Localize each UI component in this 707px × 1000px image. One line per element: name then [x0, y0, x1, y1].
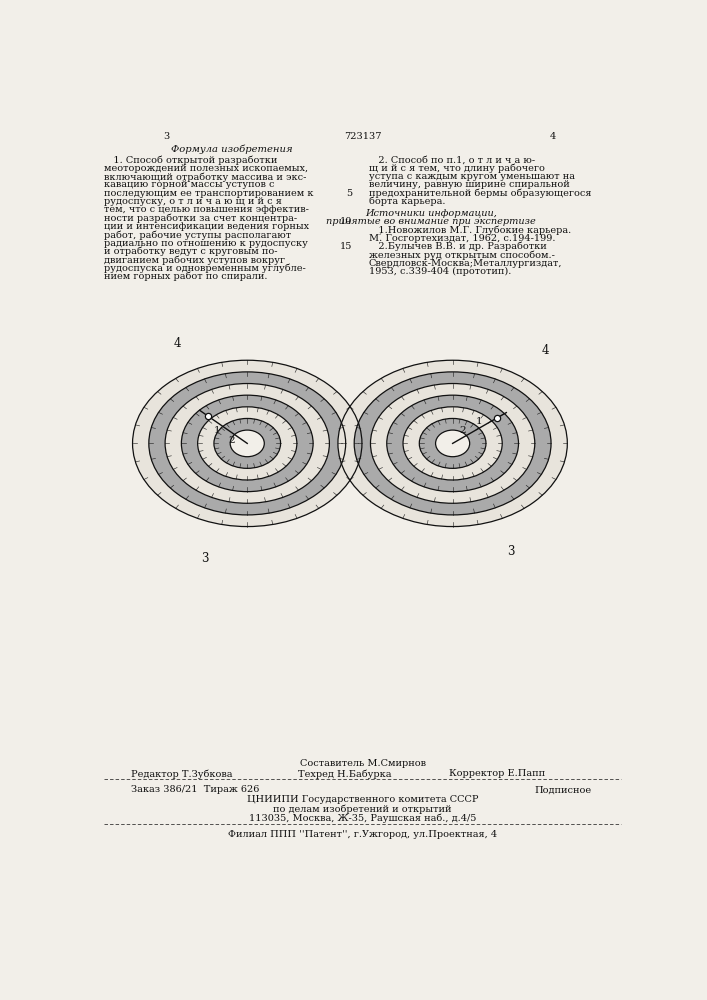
Text: 2: 2	[460, 426, 466, 435]
Text: 4: 4	[542, 344, 549, 358]
Polygon shape	[338, 360, 567, 527]
Text: 3: 3	[163, 132, 169, 141]
Polygon shape	[182, 395, 313, 492]
Text: Редактор Т.Зубкова: Редактор Т.Зубкова	[131, 769, 233, 779]
Text: 3: 3	[201, 552, 209, 565]
Text: по делам изобретений и открытий: по делам изобретений и открытий	[274, 805, 452, 814]
Text: меоторождений полезных ископаемых,: меоторождений полезных ископаемых,	[104, 164, 308, 173]
Text: радиально по отношению к рудоспуску: радиально по отношению к рудоспуску	[104, 239, 308, 248]
Text: ции и интенсификации ведения горных: ции и интенсификации ведения горных	[104, 222, 309, 231]
Text: Техред Н.Бабурка: Техред Н.Бабурка	[298, 769, 391, 779]
Text: 113035, Москва, Ж-35, Раушская наб., д.4/5: 113035, Москва, Ж-35, Раушская наб., д.4…	[249, 814, 477, 823]
Polygon shape	[149, 372, 346, 515]
Text: 15: 15	[339, 242, 352, 251]
Text: 723137: 723137	[344, 132, 382, 141]
Text: 1. Способ открытой разработки: 1. Способ открытой разработки	[104, 155, 277, 165]
Text: включающий отработку массива и экс-: включающий отработку массива и экс-	[104, 172, 306, 182]
Text: 2: 2	[228, 436, 235, 445]
Text: тем, что с целью повышения эффектив-: тем, что с целью повышения эффектив-	[104, 205, 309, 214]
Text: 5: 5	[346, 189, 352, 198]
Text: борта карьера.: борта карьера.	[369, 197, 445, 207]
Text: Источники информации,: Источники информации,	[365, 209, 497, 218]
Polygon shape	[403, 407, 502, 480]
Text: Составитель М.Смирнов: Составитель М.Смирнов	[300, 759, 426, 768]
Text: щ и й с я тем, что длину рабочего: щ и й с я тем, что длину рабочего	[369, 164, 545, 173]
Ellipse shape	[230, 430, 264, 457]
Text: ности разработки за счет концентра-: ности разработки за счет концентра-	[104, 214, 297, 223]
Text: Подписное: Подписное	[534, 785, 591, 794]
Text: и отработку ведут с круговым по-: и отработку ведут с круговым по-	[104, 247, 277, 256]
Text: Корректор Е.Папп: Корректор Е.Папп	[449, 769, 545, 778]
Text: Филиал ППП ''Патент'', г.Ужгород, ул.Проектная, 4: Филиал ППП ''Патент'', г.Ужгород, ул.Про…	[228, 830, 497, 839]
Text: М.́ Госгортехиздат, 1962, с.194-199.: М.́ Госгортехиздат, 1962, с.194-199.	[369, 234, 556, 243]
Polygon shape	[354, 372, 551, 515]
Text: нием горных работ по спирали.: нием горных работ по спирали.	[104, 272, 267, 281]
Polygon shape	[165, 384, 329, 503]
Polygon shape	[387, 395, 518, 492]
Text: 4: 4	[550, 132, 556, 141]
Text: 2.Булычев В.В. и др. Разработки: 2.Булычев В.В. и др. Разработки	[369, 242, 547, 251]
Text: ЦНИИПИ Государственного комитета СССР: ЦНИИПИ Государственного комитета СССР	[247, 795, 479, 804]
Text: кавацию горной массы уступов с: кавацию горной массы уступов с	[104, 180, 274, 189]
Polygon shape	[198, 407, 297, 480]
Text: работ, рабочие уступы располагают: работ, рабочие уступы располагают	[104, 230, 291, 240]
Text: рудоспуску, о т л и ч а ю щ и й с я: рудоспуску, о т л и ч а ю щ и й с я	[104, 197, 282, 206]
Text: последующим ее транспортированием к: последующим ее транспортированием к	[104, 189, 313, 198]
Text: 1953, с.339-404 (прототип).: 1953, с.339-404 (прототип).	[369, 267, 511, 276]
Text: 10: 10	[339, 217, 352, 226]
Text: 1: 1	[476, 417, 482, 426]
Text: уступа с каждым кругом уменьшают на: уступа с каждым кругом уменьшают на	[369, 172, 575, 181]
Text: 3: 3	[507, 545, 515, 558]
Polygon shape	[419, 418, 486, 468]
Text: Формула изобретения: Формула изобретения	[171, 145, 293, 154]
Text: Свердловск-Москва;Металлургиздат,: Свердловск-Москва;Металлургиздат,	[369, 259, 563, 268]
Text: 1.Новожилов М.Г. Глубокие карьера.: 1.Новожилов М.Г. Глубокие карьера.	[369, 225, 571, 235]
Text: предохранительной бермы образующегося: предохранительной бермы образующегося	[369, 189, 592, 198]
Text: двиганием рабочих уступов вокруг: двиганием рабочих уступов вокруг	[104, 255, 285, 265]
Polygon shape	[370, 384, 534, 503]
Text: 4: 4	[174, 337, 181, 350]
Text: 2. Способ по п.1, о т л и ч а ю-: 2. Способ по п.1, о т л и ч а ю-	[369, 155, 535, 164]
Ellipse shape	[436, 430, 469, 457]
Text: рудоспуска и одновременным углубле-: рудоспуска и одновременным углубле-	[104, 264, 305, 273]
Polygon shape	[214, 418, 281, 468]
Polygon shape	[133, 360, 362, 527]
Text: принятые во внимание при экспертизе: принятые во внимание при экспертизе	[326, 217, 536, 226]
Text: 1: 1	[214, 426, 221, 435]
Text: железных руд открытым способом.-: железных руд открытым способом.-	[369, 250, 555, 260]
Text: Заказ 386/21  Тираж 626: Заказ 386/21 Тираж 626	[131, 785, 259, 794]
Text: величину, равную ширине спиральной: величину, равную ширине спиральной	[369, 180, 570, 189]
